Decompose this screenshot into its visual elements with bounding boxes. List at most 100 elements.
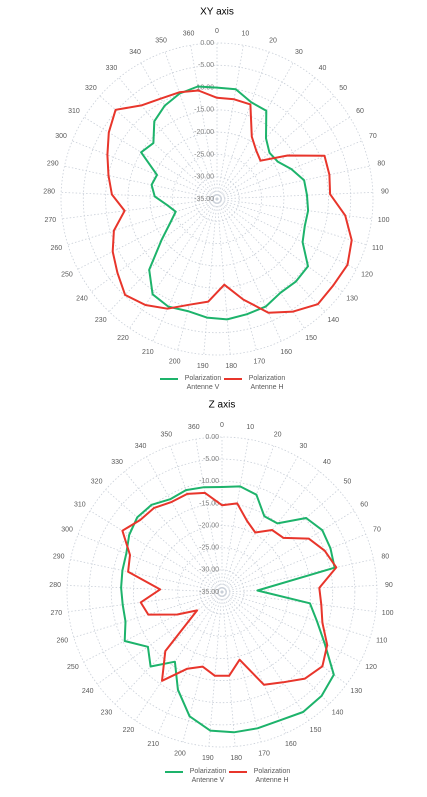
category-label: 220 xyxy=(117,335,129,342)
spoke xyxy=(216,62,294,200)
category-label: 190 xyxy=(197,363,209,370)
category-label: 290 xyxy=(47,160,59,167)
spoke xyxy=(77,198,218,270)
spoke xyxy=(140,62,218,200)
spoke xyxy=(221,558,374,593)
category-label: 330 xyxy=(106,65,118,72)
spoke xyxy=(221,591,236,747)
spoke xyxy=(221,445,275,593)
spoke xyxy=(216,95,335,200)
y-tick-label: -30.00 xyxy=(194,174,214,181)
category-label: 260 xyxy=(51,245,63,252)
spoke xyxy=(221,471,320,593)
grid-ring xyxy=(105,87,329,311)
y-tick-label: -15.00 xyxy=(199,500,219,507)
spoke xyxy=(78,533,223,593)
category-label: 90 xyxy=(385,582,393,589)
grid-ring xyxy=(149,131,285,267)
y-tick-label: -20.00 xyxy=(199,522,219,529)
series-line xyxy=(106,89,353,314)
spoke xyxy=(124,471,223,593)
spoke xyxy=(61,191,218,200)
category-label: 150 xyxy=(305,335,317,342)
category-label: 360 xyxy=(188,424,200,431)
category-label: 140 xyxy=(332,709,344,716)
category-label: 330 xyxy=(111,459,123,466)
category-label: 150 xyxy=(310,727,322,734)
y-tick-label: -30.00 xyxy=(199,567,219,574)
category-label: 50 xyxy=(343,479,351,486)
category-label: 310 xyxy=(74,501,86,508)
category-label: 240 xyxy=(76,296,88,303)
category-label: 10 xyxy=(246,424,254,431)
spoke xyxy=(216,198,257,351)
spoke xyxy=(157,591,223,734)
category-label: 110 xyxy=(372,245,383,252)
spoke xyxy=(97,591,223,685)
category-label: 180 xyxy=(230,755,242,762)
legend-label: Polarization Antenne H xyxy=(248,375,286,391)
y-tick-label: -5.00 xyxy=(203,456,219,463)
grid-ring xyxy=(82,64,352,334)
category-label: 40 xyxy=(323,459,331,466)
series-line xyxy=(121,491,338,686)
chart-title: XY axis xyxy=(200,7,234,18)
category-label: 140 xyxy=(327,317,339,324)
category-label: 340 xyxy=(129,49,141,56)
category-label: 320 xyxy=(91,479,103,486)
category-label: 320 xyxy=(85,85,97,92)
category-label: 120 xyxy=(365,664,377,671)
category-label: 90 xyxy=(381,189,389,196)
legend-label: Polarization Antenne V xyxy=(189,768,227,784)
series-line xyxy=(120,485,336,734)
spoke xyxy=(216,198,305,329)
category-label: 70 xyxy=(373,527,381,534)
category-label: 360 xyxy=(183,30,195,37)
category-label: 0 xyxy=(220,422,224,429)
spoke xyxy=(216,51,270,200)
spoke xyxy=(67,198,218,246)
category-label: 60 xyxy=(360,501,368,508)
spoke xyxy=(221,591,347,685)
spoke xyxy=(105,489,223,593)
spoke xyxy=(221,591,330,705)
spoke xyxy=(164,51,218,200)
category-label: 230 xyxy=(95,317,107,324)
category-label: 290 xyxy=(53,554,65,561)
category-label: 240 xyxy=(82,688,94,695)
spoke xyxy=(190,45,218,200)
spoke xyxy=(216,198,343,293)
category-label: 100 xyxy=(382,610,394,617)
spoke xyxy=(221,510,355,593)
category-label: 170 xyxy=(258,750,270,757)
category-label: 110 xyxy=(376,638,387,645)
grid-ring xyxy=(133,503,311,681)
category-label: 280 xyxy=(49,582,61,589)
spoke xyxy=(99,95,218,200)
legend-label: Polarization Antenne H xyxy=(253,768,291,784)
grid-ring xyxy=(194,176,240,222)
grid-ring xyxy=(172,154,262,244)
spoke xyxy=(221,591,361,663)
legend-label: Polarization Antenne V xyxy=(184,375,222,391)
spoke xyxy=(129,198,218,329)
spoke xyxy=(67,585,223,593)
grid-ring xyxy=(127,109,307,289)
spoke xyxy=(221,533,366,593)
y-tick-label: 0.00 xyxy=(200,40,214,47)
spoke xyxy=(177,198,218,351)
category-label: 30 xyxy=(295,49,303,56)
grid-ring xyxy=(66,436,378,748)
spoke xyxy=(216,191,373,200)
grid-ring xyxy=(60,42,374,356)
spoke xyxy=(221,456,298,593)
spoke xyxy=(146,456,223,593)
spoke xyxy=(216,198,357,270)
category-label: 130 xyxy=(350,688,362,695)
grid-ring xyxy=(199,569,245,615)
category-label: 210 xyxy=(147,741,159,748)
category-label: 10 xyxy=(241,30,249,37)
spoke xyxy=(221,591,371,638)
category-label: 200 xyxy=(169,358,181,365)
